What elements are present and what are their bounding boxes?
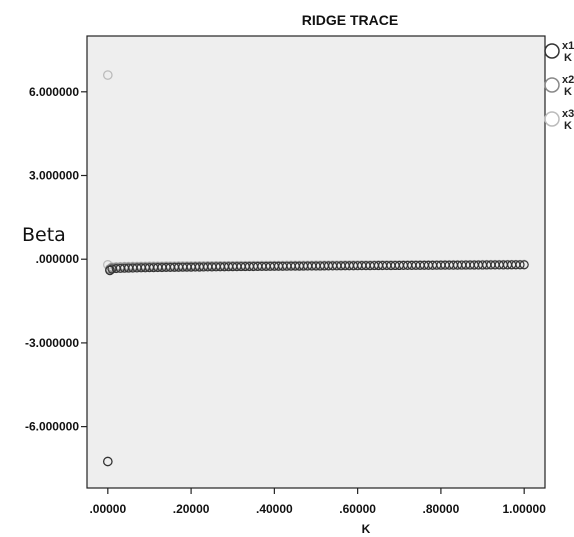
legend-label: x3 xyxy=(562,108,574,120)
legend-sublabel: K xyxy=(564,120,572,132)
data-point xyxy=(102,456,113,467)
legend-label: x2 xyxy=(562,74,574,86)
x-axis: .00000 .20000 .40000 .60000 .80000 1.00000 xyxy=(89,488,546,516)
x-tick-label: .80000 xyxy=(423,502,460,516)
y-tick-label: -3.000000 xyxy=(25,336,79,350)
chart-title: RIDGE TRACE xyxy=(302,12,398,28)
y-axis: 6.000000 3.000000 .000000 -3.000000 -6.00000… xyxy=(25,85,87,434)
legend-label: x1 xyxy=(562,40,574,52)
legend-sublabel: K xyxy=(564,86,572,98)
x-tick-label: .20000 xyxy=(173,502,210,516)
y-tick-label: -6.000000 xyxy=(25,420,79,434)
legend-marker xyxy=(544,77,560,93)
y-tick-label: .000000 xyxy=(36,252,80,266)
data-point xyxy=(519,260,529,270)
data-points xyxy=(102,70,529,467)
legend-marker xyxy=(544,43,560,59)
series-x1 xyxy=(102,260,529,467)
data-point xyxy=(105,265,115,276)
data-point xyxy=(102,70,113,80)
legend-sublabel: K xyxy=(564,52,572,64)
legend-marker xyxy=(544,111,560,127)
data-point xyxy=(515,260,525,270)
x-axis-label: K xyxy=(362,522,371,536)
y-tick-label: 6.000000 xyxy=(29,85,79,99)
y-axis-label: Beta xyxy=(22,224,66,246)
x-tick-label: .00000 xyxy=(89,502,126,516)
y-tick-label: 3.000000 xyxy=(29,169,79,183)
x-tick-label: .60000 xyxy=(339,502,376,516)
x-tick-label: 1.00000 xyxy=(502,502,546,516)
x-tick-label: .40000 xyxy=(256,502,293,516)
